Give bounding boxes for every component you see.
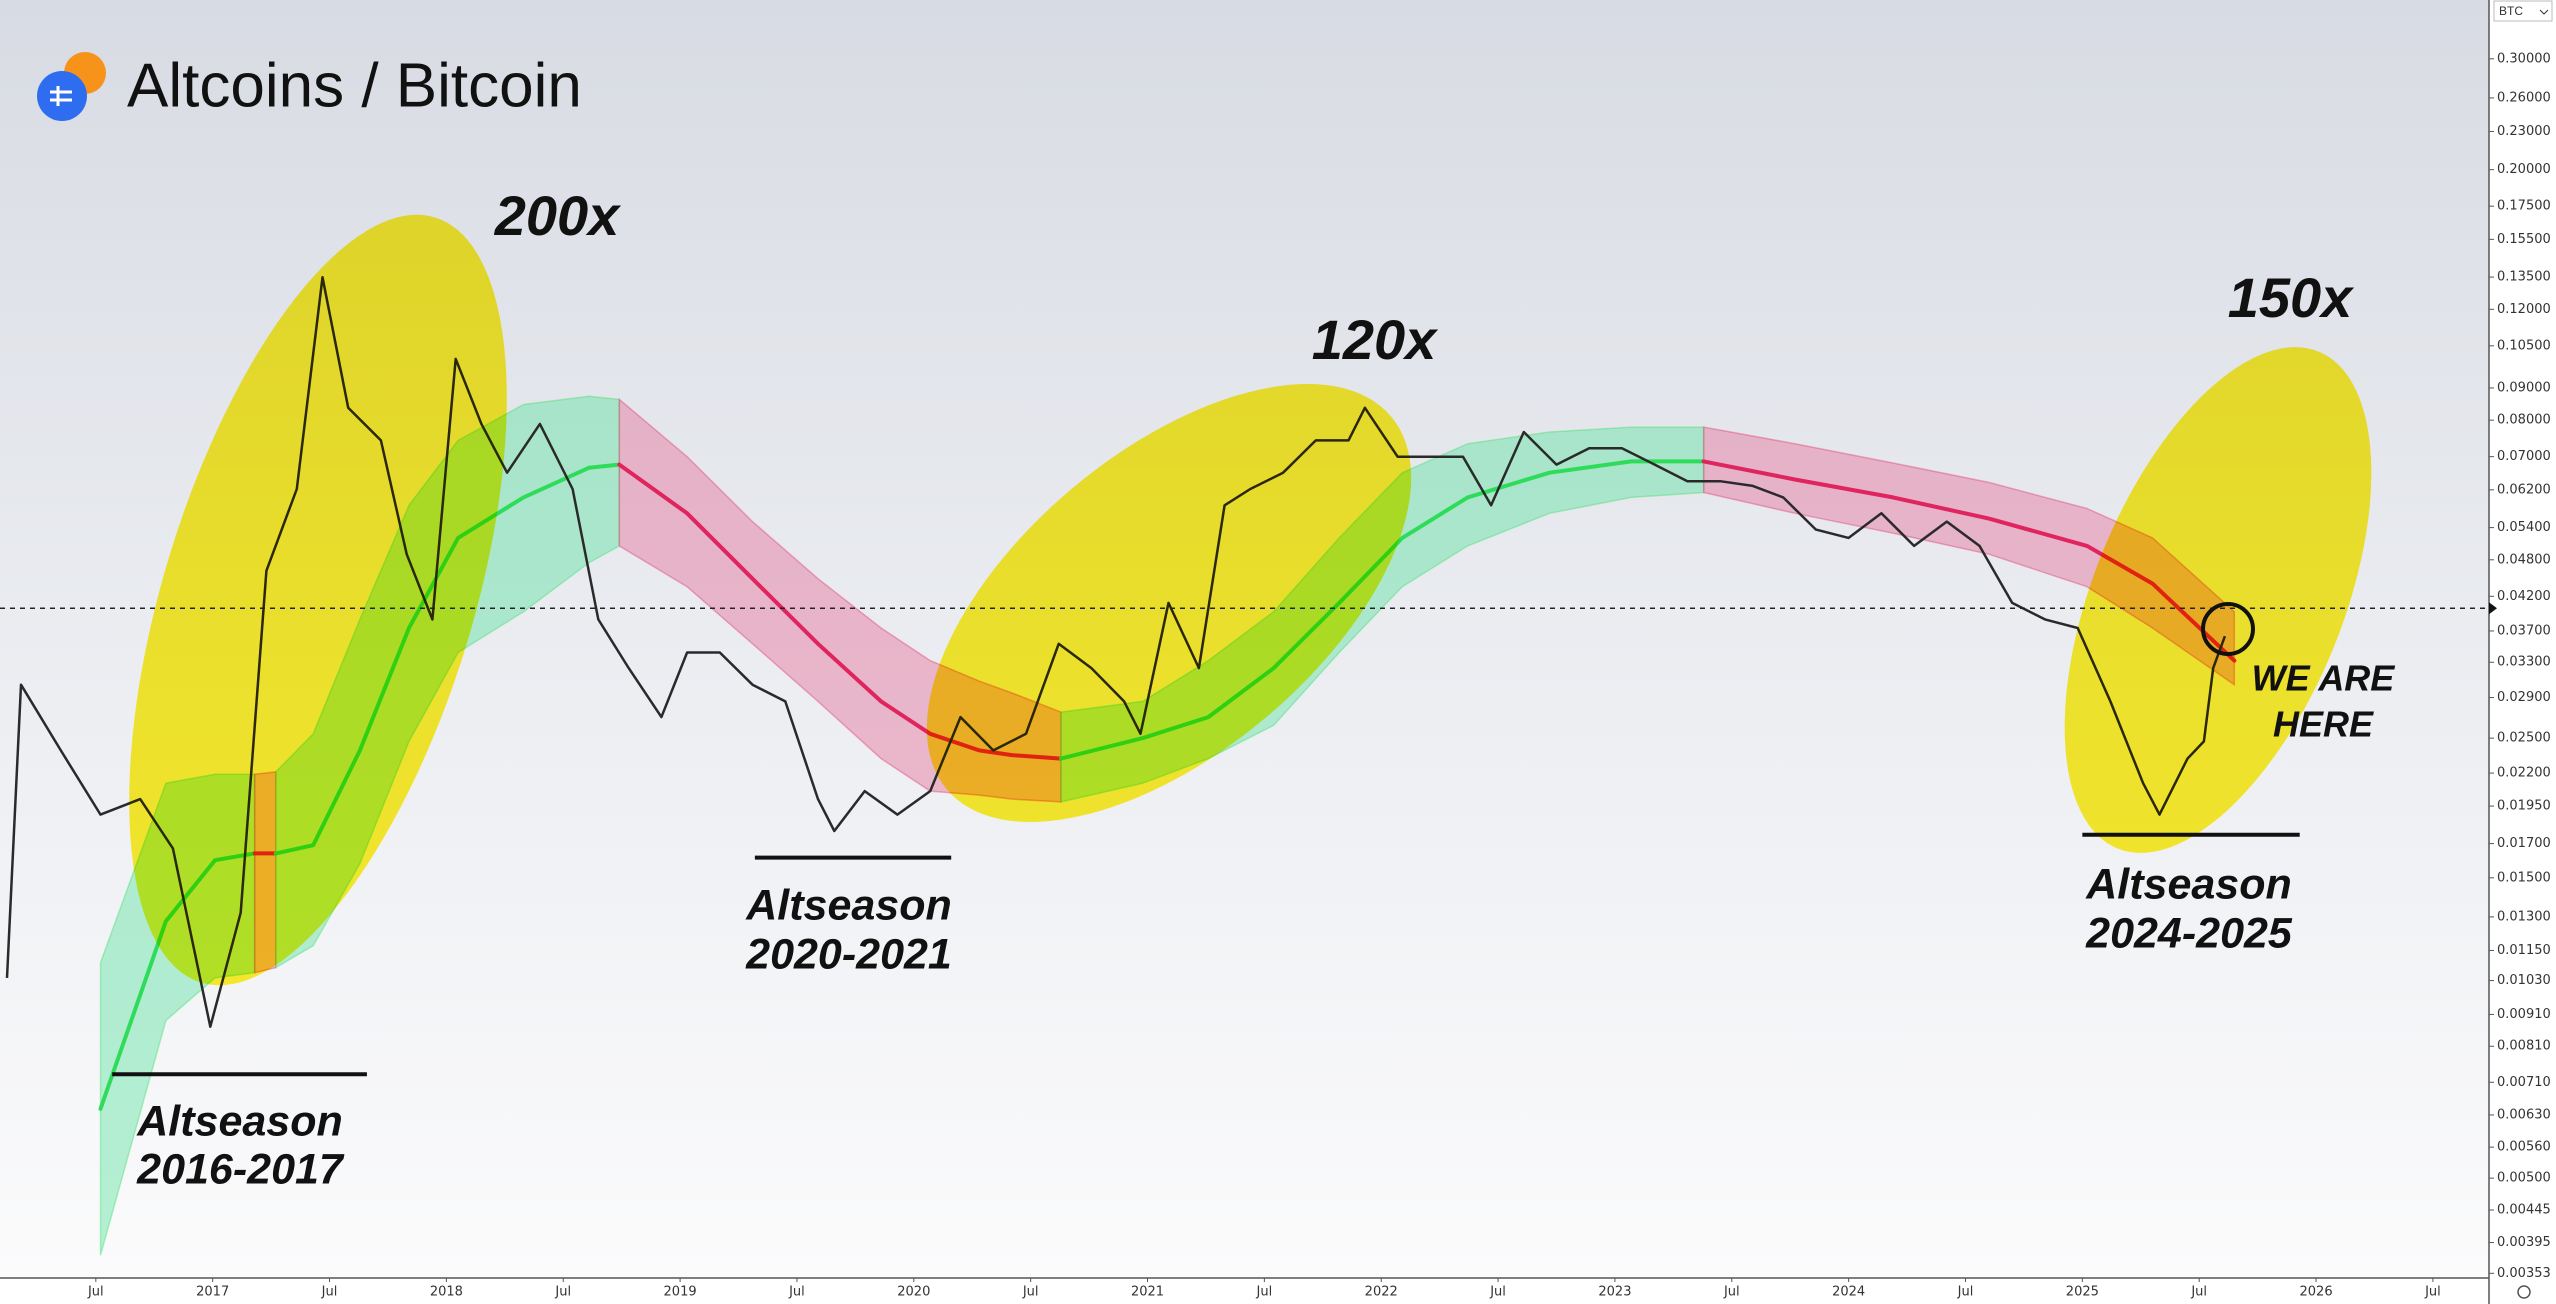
x-tick-label: Jul [788, 1285, 805, 1300]
highlight-ellipse [2064, 347, 2372, 853]
y-tick-label: 0.00630 [2497, 1107, 2551, 1122]
highlight-ellipse [926, 384, 1412, 822]
x-tick-label: Jul [1723, 1285, 1740, 1300]
y-tick-label: 0.30000 [2497, 51, 2551, 66]
price-axis-panel [2489, 0, 2556, 1304]
annotation: Altseason [2085, 860, 2292, 908]
y-tick-label: 0.01700 [2497, 836, 2551, 851]
y-tick-label: 0.00710 [2497, 1075, 2551, 1090]
currency-dropdown[interactable] [2539, 9, 2549, 15]
y-tick-label: 0.17500 [2497, 199, 2551, 214]
y-tick-label: 0.01150 [2497, 943, 2551, 958]
y-tick-label: 0.01500 [2497, 870, 2551, 885]
x-tick-label: 2023 [1598, 1285, 1631, 1300]
highlight-ellipse [129, 214, 507, 986]
annotation: 200x [494, 184, 622, 247]
y-tick-label: 0.01950 [2497, 799, 2551, 814]
y-tick-label: 0.03700 [2497, 623, 2551, 638]
logo-glyph [50, 86, 72, 106]
time-axis-panel [0, 1278, 2489, 1304]
annotation: HERE [2273, 704, 2374, 745]
x-tick-label: 2024 [1832, 1285, 1865, 1300]
y-tick-label: 0.02900 [2497, 690, 2551, 705]
y-tick-label: 0.03300 [2497, 655, 2551, 670]
y-tick-label: 0.06200 [2497, 482, 2551, 497]
y-tick-label: 0.00810 [2497, 1039, 2551, 1054]
annotation: 2016-2017 [136, 1145, 345, 1193]
y-tick-label: 0.00910 [2497, 1007, 2551, 1022]
x-tick-label: Jul [554, 1285, 571, 1300]
x-tick-label: Jul [2190, 1285, 2207, 1300]
y-tick-label: 0.26000 [2497, 90, 2551, 105]
y-tick-label: 0.00353 [2497, 1266, 2551, 1281]
y-tick-label: 0.12000 [2497, 302, 2551, 317]
currency-label: BTC [2499, 4, 2523, 18]
x-tick-label: Jul [1256, 1285, 1273, 1300]
x-tick-label: 2026 [2300, 1285, 2333, 1300]
x-tick-label: Jul [1022, 1285, 1039, 1300]
chart-title: Altcoins / Bitcoin [127, 51, 582, 120]
annotation: 2024-2025 [2085, 909, 2293, 957]
annotation: 120x [1312, 308, 1439, 371]
y-tick-label: 0.07000 [2497, 449, 2551, 464]
x-tick-label: 2022 [1365, 1285, 1398, 1300]
x-tick-label: Jul [87, 1285, 104, 1300]
y-tick-label: 0.04800 [2497, 552, 2551, 567]
x-tick-label: Jul [1957, 1285, 1974, 1300]
annotation: 150x [2228, 266, 2355, 329]
reference-marker [2489, 602, 2497, 615]
y-tick-label: 0.01300 [2497, 909, 2551, 924]
logo [37, 52, 106, 121]
y-tick-label: 0.09000 [2497, 380, 2551, 395]
y-tick-label: 0.15500 [2497, 232, 2551, 247]
settings-icon[interactable] [2517, 1285, 2531, 1299]
y-tick-label: 0.08000 [2497, 413, 2551, 428]
annotation: Altseason [136, 1097, 343, 1145]
highlight-ellipses [129, 214, 2372, 986]
y-tick-label: 0.05400 [2497, 520, 2551, 535]
y-tick-label: 0.00445 [2497, 1202, 2551, 1217]
x-tick-label: 2018 [430, 1285, 463, 1300]
x-tick-label: 2017 [196, 1285, 229, 1300]
annotation: WE ARE [2252, 658, 2396, 699]
current-marker-circle [2201, 602, 2255, 656]
annotation: 2020-2021 [745, 930, 952, 978]
x-tick-label: 2019 [664, 1285, 697, 1300]
x-tick-label: 2025 [2066, 1285, 2099, 1300]
overlay: 0.30000 0.26000 0.23000 0.20000 0.17500 0.155… [0, 51, 2551, 1300]
x-tick-label: Jul [1489, 1285, 1506, 1300]
x-tick-label: Jul [2424, 1285, 2441, 1300]
y-tick-label: 0.13500 [2497, 270, 2551, 285]
y-tick-label: 0.20000 [2497, 162, 2551, 177]
y-tick-label: 0.00395 [2497, 1235, 2551, 1250]
y-tick-label: 0.00500 [2497, 1171, 2551, 1186]
y-tick-label: 0.23000 [2497, 124, 2551, 139]
y-tick-label: 0.10500 [2497, 338, 2551, 353]
x-tick-label: Jul [321, 1285, 338, 1300]
logo-circle [37, 71, 87, 121]
y-tick-label: 0.00560 [2497, 1140, 2551, 1155]
y-tick-label: 0.02200 [2497, 766, 2551, 781]
x-tick-label: 2021 [1131, 1285, 1164, 1300]
annotation: Altseason [745, 881, 952, 929]
currency-box[interactable] [2493, 0, 2553, 22]
y-tick-label: 0.01030 [2497, 973, 2551, 988]
x-tick-label: 2020 [897, 1285, 930, 1300]
y-tick-label: 0.04200 [2497, 589, 2551, 604]
y-tick-label: 0.02500 [2497, 731, 2551, 746]
